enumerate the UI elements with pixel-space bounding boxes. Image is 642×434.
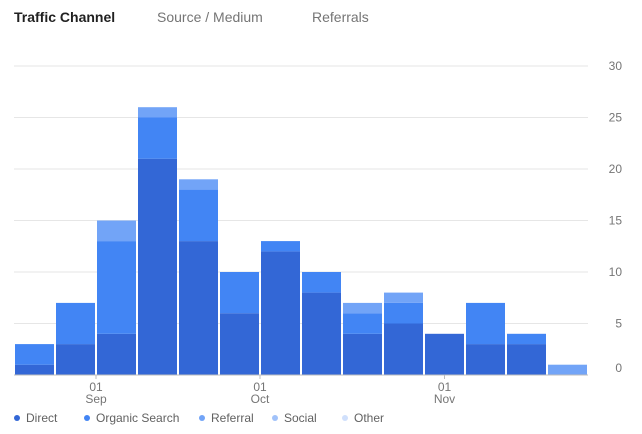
legend-dot-icon [14, 415, 20, 421]
legend-dot-icon [84, 415, 90, 421]
bar-segment-direct [261, 251, 300, 375]
y-tick-label: 5 [615, 317, 622, 331]
bar-segment-organic-search [15, 344, 54, 365]
bar-segment-referral [138, 107, 177, 118]
bar-segment-direct [220, 313, 259, 375]
legend-item-social[interactable]: Social [272, 411, 317, 425]
y-tick-label: 30 [609, 59, 623, 73]
legend-item-other[interactable]: Other [342, 411, 384, 425]
legend-dot-icon [342, 415, 348, 421]
tab-traffic-channel[interactable]: Traffic Channel [14, 9, 116, 25]
tab-bar: Traffic Channel Source / Medium Referral… [0, 0, 642, 36]
bar-segment-direct [343, 333, 382, 375]
legend-item-direct[interactable]: Direct [14, 411, 57, 425]
legend-dot-icon [272, 415, 278, 421]
y-tick-label: 20 [609, 162, 623, 176]
bar-segment-referral [548, 364, 587, 375]
bar-segment-organic-search [56, 302, 95, 345]
bar-segment-direct [15, 364, 54, 375]
legend-label: Other [354, 411, 385, 425]
bar-segment-organic-search [507, 333, 546, 345]
bar-segment-direct [138, 158, 177, 375]
legend-item-referral[interactable]: Referral [199, 411, 254, 425]
legend-label: Social [284, 411, 317, 425]
bar-segment-organic-search [466, 302, 505, 345]
bar-segment-direct [56, 344, 95, 375]
y-tick-label: 25 [609, 111, 623, 125]
y-tick-label: 0 [615, 361, 622, 375]
legend-item-organic-search[interactable]: Organic Search [84, 411, 179, 425]
bar-segment-direct [425, 333, 464, 375]
x-tick-label-month: Nov [434, 392, 455, 406]
bar-segment-referral [179, 179, 218, 190]
bar-segment-organic-search [179, 189, 218, 242]
bar-segment-organic-search [97, 241, 136, 334]
bar-segment-organic-search [343, 313, 382, 334]
bar-segment-organic-search [302, 272, 341, 293]
bar-segment-organic-search [261, 241, 300, 252]
legend-label: Direct [26, 411, 58, 425]
y-tick-label: 10 [609, 265, 623, 279]
bar-segment-direct [507, 344, 546, 375]
bar-segment-direct [302, 292, 341, 375]
x-tick-label-month: Oct [251, 392, 270, 406]
bar-segment-direct [179, 241, 218, 375]
legend-label: Referral [211, 411, 254, 425]
x-tick-label-month: Sep [85, 392, 107, 406]
x-tick-label-day: 01 [438, 380, 452, 394]
legend-dot-icon [199, 415, 205, 421]
y-tick-label: 15 [609, 214, 623, 228]
bar-segment-referral [384, 292, 423, 303]
tab-referrals[interactable]: Referrals [312, 9, 369, 25]
bar-segment-direct [466, 344, 505, 375]
bar-segment-referral [343, 302, 382, 314]
bar-segment-organic-search [138, 117, 177, 159]
bar-segment-organic-search [384, 302, 423, 324]
bar-segment-direct [97, 333, 136, 375]
tab-source-medium[interactable]: Source / Medium [157, 9, 263, 25]
x-tick-label-day: 01 [253, 380, 267, 394]
bar-segment-referral [97, 220, 136, 242]
bar-segment-organic-search [220, 272, 259, 314]
legend-label: Organic Search [96, 411, 180, 425]
bar-segment-direct [384, 323, 423, 375]
x-tick-label-day: 01 [89, 380, 103, 394]
